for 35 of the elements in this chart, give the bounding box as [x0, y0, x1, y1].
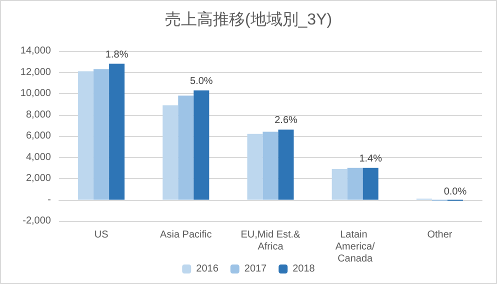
x-tick-label: US — [94, 230, 109, 240]
x-tick-label: Latain America/Canada — [335, 230, 376, 264]
bar — [178, 96, 194, 200]
bar — [162, 105, 178, 200]
x-tick-label: Asia Pacific — [160, 230, 212, 240]
chart-title: 売上高推移(地域別_3Y) — [164, 10, 332, 28]
y-tick-label: 4,000 — [26, 152, 52, 163]
x-tick-label: Other — [427, 230, 453, 240]
bar — [94, 69, 110, 200]
y-tick-label: 6,000 — [26, 130, 52, 142]
y-tick-label: -2,000 — [22, 216, 52, 226]
y-tick-label: - — [48, 194, 51, 206]
annotation: 5.0% — [190, 76, 213, 87]
bar — [347, 168, 363, 200]
annotation: 1.8% — [105, 49, 128, 60]
legend-label: 2017 — [244, 264, 268, 274]
y-tick-label: 12,000 — [20, 66, 52, 78]
annotation: 0.0% — [444, 186, 467, 198]
bar — [362, 168, 378, 200]
bar — [194, 90, 210, 200]
bar — [332, 168, 348, 200]
bar — [278, 130, 294, 200]
legend-label: 2016 — [196, 264, 219, 274]
x-tick-label: EU,Mid Est.&Africa — [240, 230, 301, 252]
y-tick-label: 10,000 — [20, 88, 52, 99]
y-tick-label: 2,000 — [26, 173, 52, 184]
bar — [78, 71, 94, 200]
y-tick-label: 14,000 — [20, 46, 52, 56]
bar — [247, 134, 263, 200]
y-tick-label: 8,000 — [26, 109, 52, 120]
annotation: 1.4% — [359, 153, 382, 164]
annotation: 2.6% — [274, 115, 298, 126]
legend-label: 2018 — [292, 264, 316, 274]
bar — [109, 64, 125, 200]
bar — [262, 132, 278, 200]
